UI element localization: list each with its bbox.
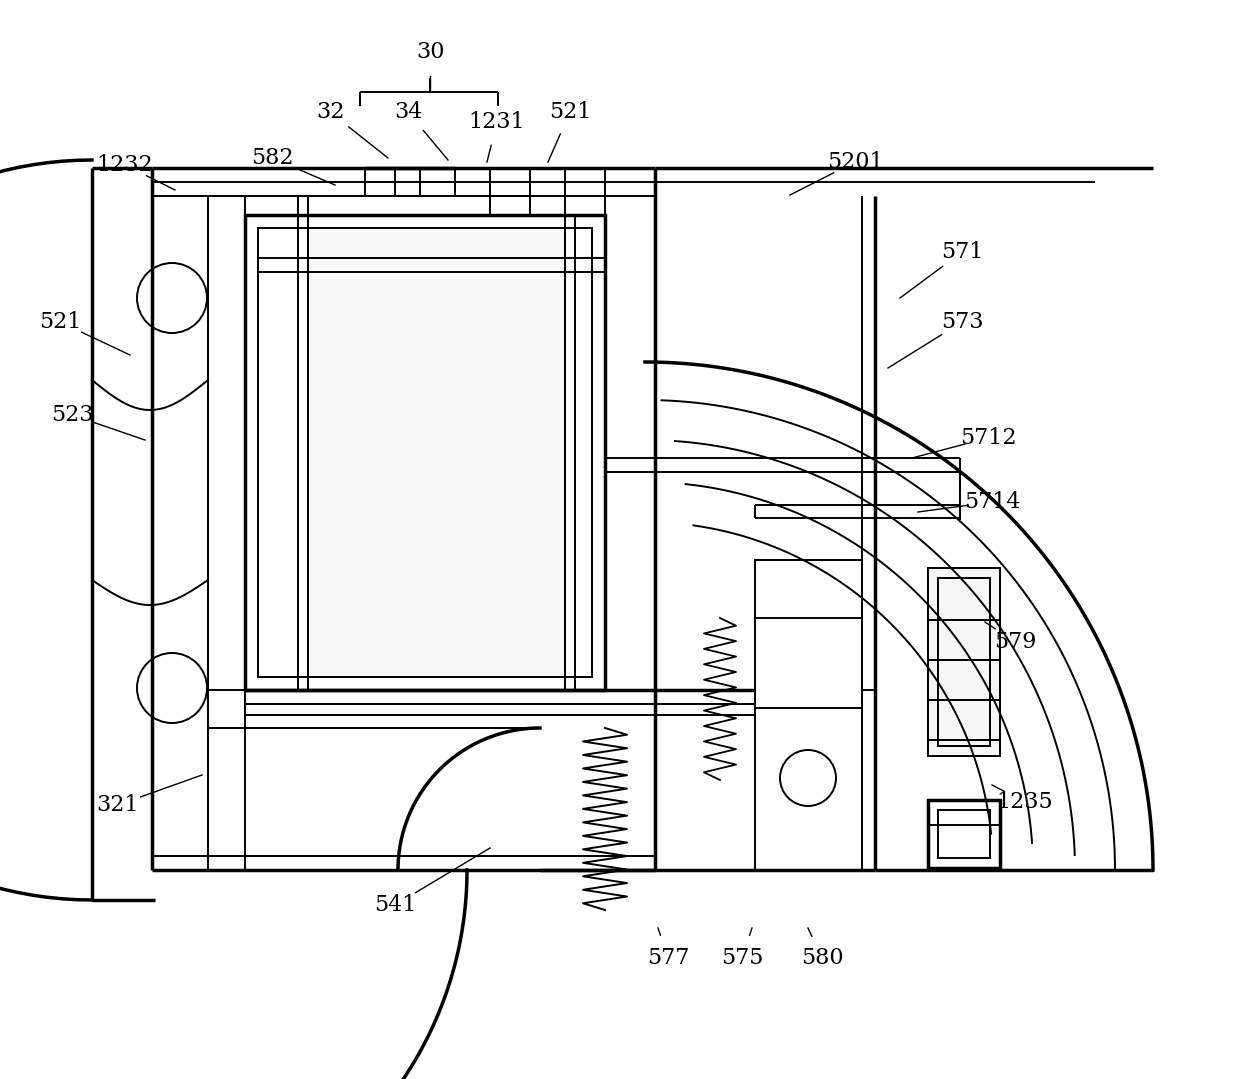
- Text: 5712: 5712: [960, 427, 1017, 449]
- Bar: [755, 560, 862, 708]
- Text: 571: 571: [941, 241, 983, 263]
- Bar: [258, 228, 591, 677]
- Text: 321: 321: [97, 794, 139, 816]
- Bar: [928, 800, 999, 868]
- Bar: [928, 568, 999, 756]
- Bar: [937, 578, 990, 746]
- Text: 523: 523: [51, 404, 93, 426]
- Text: 1231: 1231: [469, 111, 526, 133]
- Text: 521: 521: [549, 101, 591, 123]
- Text: 521: 521: [38, 311, 81, 333]
- Text: 541: 541: [373, 894, 417, 916]
- Text: 30: 30: [415, 41, 444, 63]
- Text: 32: 32: [316, 101, 345, 123]
- Text: 5201: 5201: [827, 151, 883, 173]
- Bar: [937, 810, 990, 858]
- Text: 34: 34: [394, 101, 422, 123]
- Bar: [246, 215, 605, 689]
- Text: 1235: 1235: [997, 791, 1053, 812]
- Text: 575: 575: [720, 947, 763, 969]
- Text: 582: 582: [250, 147, 293, 169]
- Text: 5714: 5714: [963, 491, 1021, 513]
- Text: 580: 580: [801, 947, 843, 969]
- Text: 577: 577: [647, 947, 689, 969]
- Bar: [308, 228, 565, 677]
- Text: 579: 579: [993, 631, 1037, 653]
- Text: 573: 573: [941, 311, 983, 333]
- Text: 1232: 1232: [97, 154, 154, 176]
